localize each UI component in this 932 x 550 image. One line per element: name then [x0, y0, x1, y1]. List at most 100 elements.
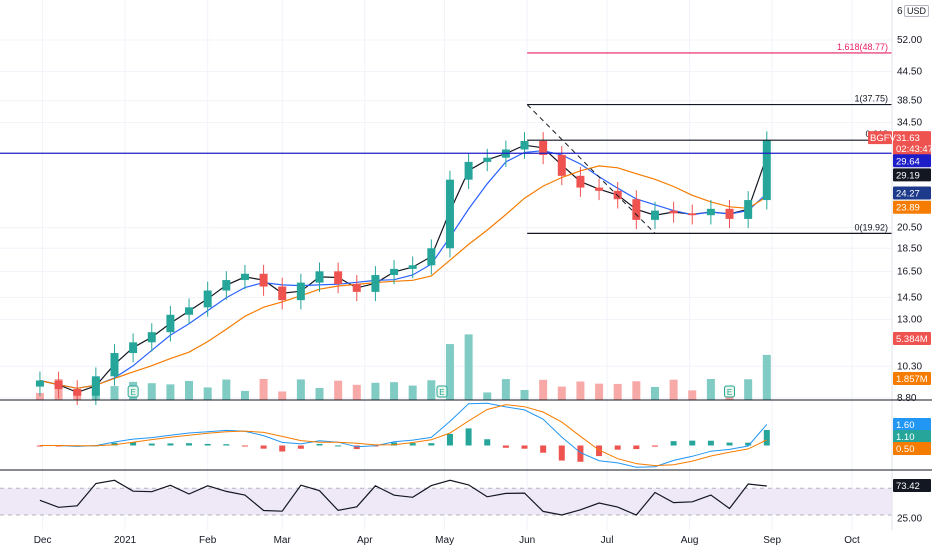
- macd-histogram-bar: [446, 433, 453, 446]
- volume-bar: [427, 380, 436, 400]
- price-tick-label: 13.00: [897, 314, 922, 325]
- candle-body: [688, 213, 697, 216]
- volume-bar: [613, 383, 622, 400]
- fib-level-label: 1.618(48.77): [837, 42, 888, 52]
- badge-macd-signal-bg: [893, 442, 931, 455]
- badge-hline-bg: [893, 154, 931, 168]
- candle-body: [259, 273, 268, 287]
- badge-rsi: 73.42: [896, 481, 920, 492]
- candle-body: [240, 273, 249, 281]
- macd-histogram-bar: [204, 443, 211, 446]
- badge-last-price-bg: [893, 131, 931, 145]
- badge-volume-ma-bg: [893, 372, 931, 385]
- ticker-tag: BGFV: [870, 133, 897, 144]
- candle-body: [557, 154, 566, 176]
- moving-averages: [39, 144, 768, 394]
- candle-body: [352, 283, 361, 292]
- fib-trend-line: [526, 104, 656, 234]
- fib-level-label: 1(37.75): [854, 94, 888, 104]
- grid: [0, 0, 892, 530]
- macd-histogram-bar: [241, 445, 248, 447]
- earnings-marker: E: [439, 388, 444, 397]
- badge-rsi-bg: [893, 479, 931, 493]
- volume-bar: [520, 389, 529, 400]
- macd-histogram-bar: [726, 442, 733, 446]
- price-tick-label: 6: [897, 6, 903, 17]
- macd-histogram-bar: [763, 429, 770, 446]
- price-tick-label: 38.50: [897, 96, 922, 107]
- candle-body: [483, 157, 492, 162]
- time-tick-label: Oct: [844, 535, 860, 546]
- volume-bar: [35, 393, 44, 400]
- rsi-line: [39, 479, 767, 516]
- candle-body: [595, 187, 604, 191]
- volume-bar: [203, 387, 212, 400]
- macd-histogram-bar: [596, 445, 603, 457]
- candle-body: [222, 280, 231, 291]
- volume-bar: [166, 384, 175, 400]
- time-tick-label: Feb: [199, 535, 217, 546]
- volume-bar: [334, 380, 343, 400]
- macd-histogram-bar: [148, 443, 155, 446]
- candle-body: [576, 175, 585, 188]
- macd-histogram-bar: [484, 439, 491, 446]
- candle-body: [296, 282, 305, 301]
- candle-body: [762, 140, 771, 201]
- volume-bar: [371, 382, 380, 400]
- candle-body: [110, 353, 119, 377]
- time-tick-label: Sep: [763, 535, 781, 546]
- candle-body: [166, 314, 175, 333]
- rsi-tick-label: 25.00: [897, 513, 922, 524]
- candle-body: [278, 286, 287, 301]
- macd-histogram-bar: [689, 440, 696, 446]
- badge-ma-long-bg: [893, 200, 931, 214]
- volume-bar: [408, 385, 417, 400]
- time-tick-label: Mar: [274, 535, 292, 546]
- volume-bar: [706, 379, 715, 400]
- volume-bar: [110, 386, 119, 400]
- badge-ma-short-bg: [893, 168, 931, 182]
- candle-body: [129, 342, 138, 354]
- candle-body: [725, 208, 734, 219]
- price-tick-label: 8.80: [897, 393, 917, 404]
- earnings-marker-bg: [724, 385, 736, 398]
- price-tick-label: 52.00: [897, 35, 922, 46]
- volume-bar: [632, 381, 641, 400]
- candle-body: [669, 210, 678, 214]
- volume-bar: [557, 386, 566, 400]
- volume-bar: [539, 379, 548, 400]
- badge-macd-hist: 1.10: [896, 432, 915, 443]
- candle-body: [613, 190, 622, 200]
- macd-histogram-bar: [670, 441, 677, 446]
- earnings-marker: E: [130, 388, 135, 397]
- volume-bar: [352, 384, 361, 400]
- rsi-panel: 25.00: [0, 479, 922, 524]
- candle-body: [91, 376, 100, 396]
- price-candles: [35, 131, 771, 406]
- macd-histogram-bar: [633, 445, 640, 450]
- macd-histogram-bar: [111, 442, 118, 446]
- volume-bar: [278, 391, 287, 400]
- candle-body: [520, 141, 529, 150]
- time-tick-label: 2021: [114, 535, 137, 546]
- volume-bar: [185, 380, 194, 400]
- candle-body: [744, 200, 753, 219]
- badge-volume-bg: [893, 332, 931, 345]
- candle-body: [427, 248, 436, 266]
- badge-macd-signal: 0.50: [896, 444, 915, 455]
- candle-body: [185, 307, 194, 315]
- candle-body: [408, 265, 417, 269]
- badge-countdown: 02:43:47: [896, 144, 932, 155]
- currency-label[interactable]: USD: [904, 5, 930, 17]
- ma-line: [39, 144, 768, 394]
- price-tick-label: 44.50: [897, 66, 922, 77]
- badge-ma-short: 29.19: [896, 170, 920, 181]
- volume-bar: [240, 390, 249, 400]
- time-tick-label: Jul: [601, 535, 614, 546]
- badge-macd: 1.60: [896, 420, 915, 431]
- volume-bar: [259, 379, 268, 400]
- macd-histogram-bar: [707, 440, 714, 446]
- candle-body: [73, 389, 82, 396]
- candle-body: [315, 271, 324, 283]
